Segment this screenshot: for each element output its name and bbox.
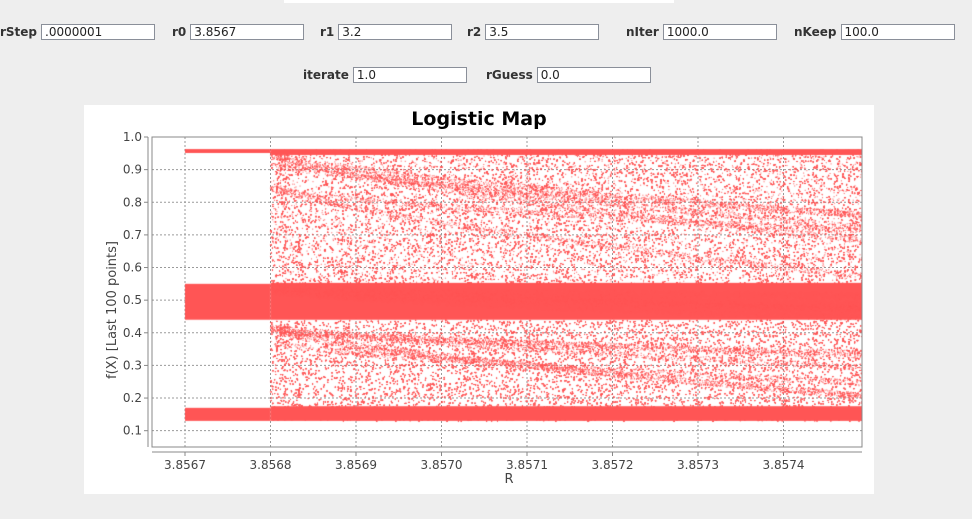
y-tick-label: 0.7: [123, 228, 142, 242]
niter-field: nIter: [626, 23, 777, 41]
iterate-label: iterate: [303, 68, 349, 82]
rguess-label: rGuess: [486, 68, 533, 82]
data-layer: [152, 137, 862, 447]
top-panel-strip: [284, 0, 674, 3]
y-tick-label: 0.1: [123, 424, 142, 438]
rguess-input[interactable]: [536, 67, 651, 83]
scatter-points: [152, 137, 862, 447]
r0-input[interactable]: [190, 24, 305, 40]
nkeep-label: nKeep: [794, 25, 837, 39]
y-tick-label: 0.4: [123, 326, 142, 340]
rstep-label: rStep: [0, 25, 38, 39]
plot-frame: [151, 136, 863, 448]
y-tick-label: 0.6: [123, 261, 142, 275]
y-tick-label: 0.5: [123, 293, 142, 307]
x-tick-label: 3.8572: [592, 458, 634, 472]
x-axis-title: R: [504, 472, 513, 487]
logistic-map-chart: Logistic Map 3.8567 3.8568 3.8569 3.8570 3.8…: [105, 108, 863, 487]
y-axis-title: f(X) [Last 100 points]: [105, 241, 120, 379]
x-tick-label: 3.8570: [421, 458, 463, 472]
niter-input[interactable]: [662, 24, 777, 40]
r2-field: r2: [467, 23, 600, 41]
axis-layer: 3.8567 3.8568 3.8569 3.8570 3.8571 3.8572 3.85…: [123, 130, 862, 472]
nkeep-field: nKeep: [794, 23, 955, 41]
r1-label: r1: [320, 25, 335, 39]
x-tick-label: 3.8574: [763, 458, 805, 472]
iterate-input[interactable]: [352, 67, 467, 83]
y-tick-label: 0.8: [123, 195, 142, 209]
r0-field: r0: [172, 23, 305, 41]
iterate-field: iterate: [303, 66, 467, 84]
x-tick-label: 3.8573: [677, 458, 719, 472]
r1-input[interactable]: [338, 24, 453, 40]
r1-field: r1: [320, 23, 453, 41]
rstep-input[interactable]: [41, 24, 156, 40]
x-tick-label: 3.8569: [335, 458, 377, 472]
chart-title: Logistic Map: [411, 108, 546, 130]
y-tick-label: 0.2: [123, 391, 142, 405]
y-tick-label: 0.3: [123, 358, 142, 372]
x-tick-label: 3.8568: [250, 458, 292, 472]
r2-label: r2: [467, 25, 482, 39]
x-tick-label: 3.8567: [164, 458, 206, 472]
chart-panel: Logistic Map 3.8567 3.8568 3.8569 3.8570 3.8…: [84, 105, 874, 494]
x-tick-label: 3.8571: [506, 458, 548, 472]
rguess-field: rGuess: [486, 66, 651, 84]
r0-label: r0: [172, 25, 187, 39]
nkeep-input[interactable]: [840, 24, 955, 40]
niter-label: nIter: [626, 25, 659, 39]
rstep-field: rStep: [0, 23, 156, 41]
y-tick-label: 0.9: [123, 163, 142, 177]
r2-input[interactable]: [485, 24, 600, 40]
y-tick-label: 1.0: [123, 130, 142, 144]
